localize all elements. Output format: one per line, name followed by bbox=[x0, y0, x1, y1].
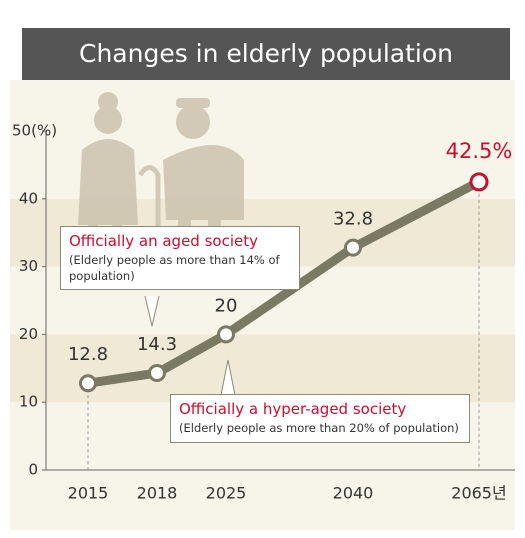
y-tick-label: 40 bbox=[19, 189, 38, 207]
chart-title: Changes in elderly population bbox=[79, 39, 453, 68]
x-tick-label: 2025 bbox=[206, 484, 247, 503]
callout: Officially an aged society (Elderly peopl… bbox=[60, 226, 300, 291]
value-label: 12.8 bbox=[68, 344, 108, 365]
value-label: 32.8 bbox=[333, 209, 373, 230]
point bbox=[148, 364, 166, 383]
callout-title: Officially an aged society bbox=[69, 232, 258, 250]
x-tick-label: 2065년 bbox=[451, 484, 506, 503]
callout-text: (Elderly people as more than 14% of popu… bbox=[69, 253, 280, 283]
y-tick-label: 10 bbox=[19, 393, 38, 411]
y-tick-label: 30 bbox=[19, 257, 38, 275]
band bbox=[10, 334, 515, 403]
value-label: 20 bbox=[215, 295, 238, 316]
callout: Officially a hyper-aged society (Elderly … bbox=[170, 394, 470, 443]
point bbox=[79, 374, 97, 393]
title-bar bbox=[22, 28, 510, 80]
callout-title: Officially a hyper-aged society bbox=[179, 400, 407, 418]
point bbox=[217, 325, 235, 344]
x-tick-label: 2015 bbox=[68, 484, 109, 503]
x-tick-label: 2018 bbox=[137, 484, 178, 503]
y-tick-label: 50(%) bbox=[12, 122, 57, 140]
value-label: 42.5% bbox=[446, 139, 513, 163]
x-tick-label: 2040 bbox=[333, 484, 374, 503]
value-label: 14.3 bbox=[137, 334, 177, 355]
y-tick-label: 0 bbox=[28, 461, 38, 479]
point bbox=[344, 238, 362, 257]
callout-pointer bbox=[144, 295, 160, 327]
callout-pointer bbox=[220, 359, 236, 396]
y-tick-label: 20 bbox=[19, 325, 38, 343]
point bbox=[469, 172, 489, 192]
callout-text: (Elderly people as more than 20% of popu… bbox=[179, 421, 459, 435]
